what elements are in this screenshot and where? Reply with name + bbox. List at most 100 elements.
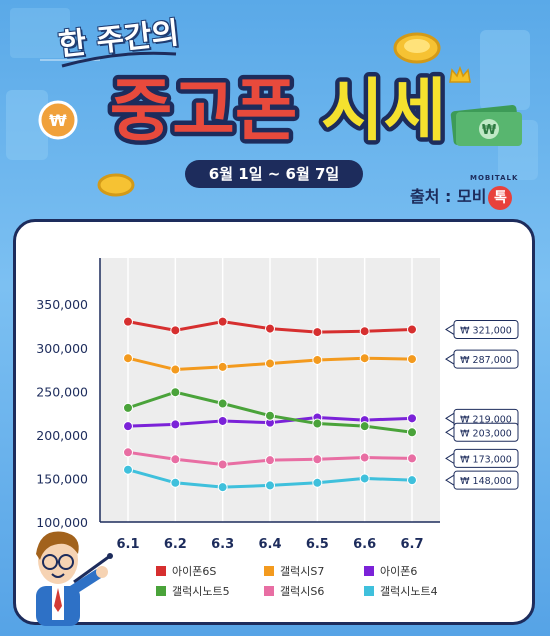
data-point [359,452,370,463]
data-point [312,327,323,338]
value-callout-label: ₩ 203,000 [460,428,512,439]
main-title-part-1: 중고폰 [110,72,321,151]
data-point [217,361,228,372]
value-callout-pointer [445,474,455,487]
data-point [170,387,181,398]
pointing-man-illustration [36,531,113,626]
data-point [407,324,417,335]
background-decoration [6,8,538,180]
data-point [312,354,323,365]
value-callout-box [453,349,519,369]
x-tick-label: 6.4 [258,537,281,552]
data-point [359,326,370,337]
data-point [265,480,275,491]
legend-swatch [156,586,166,596]
data-point [123,316,133,327]
data-point [312,418,323,429]
main-title: 중고폰 시세 [105,68,450,155]
won-coin-icon: ₩ [38,100,78,140]
data-point [407,413,417,424]
data-point [407,453,417,464]
line-chart: 350,000 300,000 250,000 200,000 150,000 100,0… [36,258,519,598]
data-point [217,459,228,470]
value-callout-pointer [445,323,455,336]
data-point [170,364,181,375]
gold-coin-icon [393,32,441,64]
legend-label: 갤럭시S7 [280,565,324,578]
value-callout-box [453,422,519,442]
title-underline [61,51,177,68]
data-point [407,354,417,365]
data-point [265,455,275,466]
svg-text:₩: ₩ [49,111,67,130]
data-point [217,398,228,409]
svg-text:₩: ₩ [482,123,497,138]
value-callout-pointer [445,452,455,465]
legend-swatch [264,566,274,576]
legend-label: 갤럭시S6 [280,585,324,598]
data-point [170,454,181,465]
crown-icon [449,66,471,83]
legend-label: 갤럭시노트4 [380,585,438,598]
data-point [217,415,228,426]
data-point [123,421,133,432]
source-brand-small: MOBITALK [470,174,519,182]
legend-label: 아이폰6S [172,565,216,578]
data-point [170,325,181,336]
value-callout-label: ₩ 219,000 [460,414,512,425]
x-tick-label: 6.3 [211,537,234,552]
source-credit: 출처 : 모비 톡 MOBITALK [410,174,517,210]
data-point [359,421,370,432]
gold-coin-icon-small [97,173,135,197]
data-point [312,477,323,488]
data-point [359,473,370,484]
value-callout-pointer [445,353,455,365]
y-tick-label: 300,000 [36,341,88,356]
value-callout-label: ₩ 148,000 [460,476,512,487]
date-range-badge: 6월 1일 ~ 6월 7일 [185,160,363,188]
value-callout-label: ₩ 287,000 [460,355,512,366]
x-tick-label: 6.5 [306,537,329,552]
value-callout-pointer [445,426,455,439]
data-point [265,410,275,421]
y-tick-label: 250,000 [36,384,88,399]
legend-swatch [156,566,166,576]
value-callout-label: ₩ 321,000 [460,325,512,336]
legend-swatch [364,586,374,596]
data-point [407,475,417,486]
legend-label: 갤럭시노트5 [172,585,230,598]
data-point [170,477,181,488]
data-point [123,464,133,475]
source-label: 출처 : 모비 [410,187,487,206]
x-tick-label: 6.2 [164,537,187,552]
value-callout-pointer [445,412,455,425]
y-tick-label: 200,000 [36,428,88,443]
x-tick-label: 6.6 [353,537,376,552]
x-tick-label: 6.7 [400,537,423,552]
value-callout-label: ₩ 173,000 [460,454,512,465]
data-point [123,447,133,458]
data-point [217,482,228,493]
x-tick-label: 6.1 [116,537,139,552]
value-callout-box [453,448,519,468]
value-callout-box [453,319,519,339]
value-callout-box [453,470,519,490]
y-tick-label: 350,000 [36,297,88,312]
data-point [265,323,275,334]
y-tick-label: 150,000 [36,471,88,486]
data-point [312,454,323,465]
chart-panel: 350,000 300,000 250,000 200,000 150,000 100,0… [13,219,535,625]
y-tick-label: 100,000 [36,515,88,530]
data-point [359,353,370,364]
data-point [123,353,133,364]
data-point [217,316,228,327]
data-point [170,419,181,430]
legend-label: 아이폰6 [380,565,417,578]
data-point [123,402,133,413]
legend-swatch [364,566,374,576]
cash-icon: ₩ [450,105,522,146]
main-title-part-2: 시세 [321,72,446,151]
data-point [407,427,417,438]
data-point [265,358,275,369]
